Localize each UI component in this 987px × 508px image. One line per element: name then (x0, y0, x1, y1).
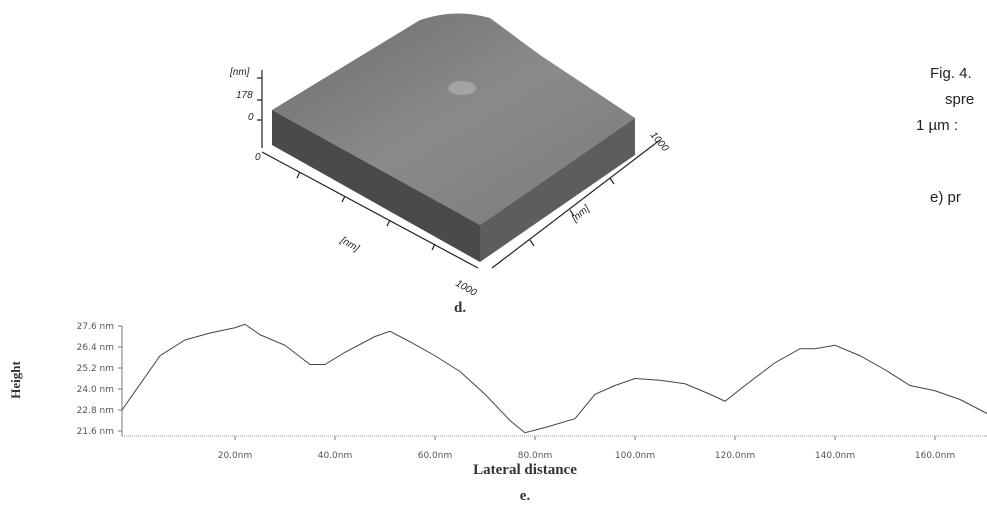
z-max: 178 (236, 90, 253, 101)
panel-label: e. (520, 488, 531, 504)
x-tick-label: 140.0nm (815, 451, 855, 461)
x-tick-label: 120.0nm (715, 451, 755, 461)
y-tick-label: 27.6 nm (77, 322, 114, 332)
y-axis-label: Height (8, 361, 23, 399)
caption-line: 1 µm : (916, 117, 958, 134)
y-max: 1000 (648, 130, 671, 154)
y-tick-label: 22.8 nm (77, 406, 114, 416)
afm-3d-image: [nm] 178 0 0 [nm] 1000 [nm] 1000 (229, 13, 671, 298)
y-tick-label: 26.4 nm (77, 343, 114, 353)
z-min: 0 (248, 112, 254, 123)
x-tick-label: 100.0nm (615, 451, 655, 461)
surface-highlight (448, 81, 476, 95)
x-tick-label: 160.0nm (915, 451, 955, 461)
x-tick-label: 60.0nm (418, 451, 453, 461)
profile-line (122, 324, 987, 433)
origin: 0 (255, 152, 261, 163)
x-tick-label: 20.0nm (218, 451, 253, 461)
y-tick-label: 24.0 nm (77, 385, 114, 395)
surface-top (272, 13, 635, 225)
caption-line: Fig. 4. (930, 65, 972, 82)
x-tick-label: 80.0nm (518, 451, 553, 461)
x-axis-label: Lateral distance (473, 462, 577, 478)
x-tick-label: 40.0nm (318, 451, 353, 461)
caption-line: spre (945, 91, 974, 108)
x-unit: [nm] (338, 235, 361, 255)
panel-label: d. (454, 300, 466, 316)
y-tick-label: 21.6 nm (77, 427, 114, 437)
caption-line: e) pr (930, 189, 961, 206)
x-max: 1000 (454, 278, 479, 299)
y-tick-label: 25.2 nm (77, 364, 114, 374)
z-unit: [nm] (229, 67, 250, 78)
figure: [nm] 178 0 0 [nm] 1000 [nm] 1000 d. Fig.… (0, 0, 987, 508)
